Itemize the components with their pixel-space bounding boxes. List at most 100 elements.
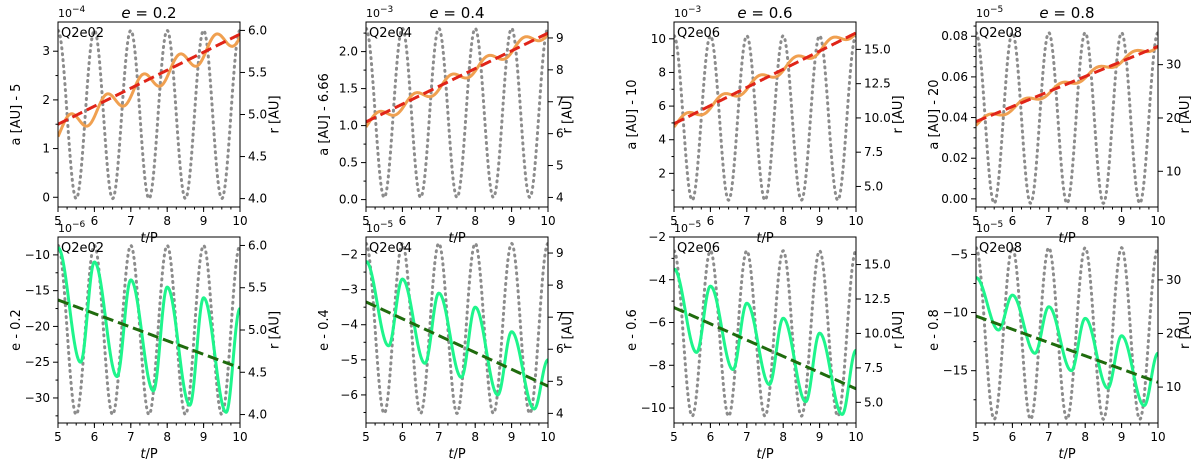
- y-tick-label: 0.06: [941, 70, 968, 84]
- x-axis-label: t/P: [140, 231, 157, 246]
- axis-multiplier: 10−4: [58, 5, 86, 20]
- x-tick-label: 10: [232, 430, 247, 444]
- axis-multiplier: 10−5: [976, 220, 1003, 235]
- x-tick-label: 6: [707, 430, 715, 444]
- x-tick-label: 7: [1045, 214, 1053, 228]
- x-label-rest: /P: [761, 447, 773, 462]
- y2-tick-label: 15.0: [864, 42, 891, 56]
- axis-multiplier: 10−3: [366, 5, 393, 20]
- x-tick-label: 10: [540, 214, 555, 228]
- series-e: [674, 267, 856, 416]
- title-value: 0.6: [769, 4, 793, 22]
- multiplier-base: 10: [976, 7, 990, 20]
- x-label-variable: t: [756, 447, 762, 462]
- series-r: [976, 245, 1158, 421]
- panel-title: e = 0.2: [121, 4, 176, 22]
- x-tick-label: 7: [1045, 430, 1053, 444]
- y-tick-label: 2.0: [339, 45, 358, 59]
- panel-title: e = 0.6: [737, 4, 792, 22]
- panel-title: e = 0.8: [1039, 4, 1094, 22]
- series-a: [976, 45, 1158, 127]
- multiplier-exponent: −3: [688, 5, 701, 15]
- x-tick-label: 6: [91, 430, 99, 444]
- series-a: [366, 32, 548, 128]
- y-tick-label: 8: [658, 65, 666, 79]
- y-tick-label: −25: [25, 355, 50, 369]
- title-value: 0.8: [1071, 4, 1095, 22]
- panel-label: Q2e08: [979, 241, 1022, 256]
- x-label-variable: t: [448, 231, 454, 246]
- y2-tick-label: 4.5: [248, 150, 267, 164]
- y-tick-label: −20: [25, 319, 50, 333]
- y2-tick-label: 9: [556, 31, 564, 45]
- y-tick-label: 6: [658, 99, 666, 113]
- y-tick-label: −2: [648, 230, 666, 244]
- title-variable: e: [1039, 4, 1048, 22]
- x-tick-label: 6: [91, 214, 99, 228]
- y2-tick-label: 7: [556, 95, 564, 109]
- axis-multiplier: 10−6: [58, 220, 86, 235]
- y2-axis-label: r [AU]: [891, 311, 906, 349]
- x-axis-label: t/P: [448, 231, 465, 246]
- x-label-variable: t: [140, 447, 146, 462]
- x-tick-label: 10: [1150, 214, 1165, 228]
- panel-e-q2e06: 5 6 7 8 9 10−10−8−6−4−25.07.510.012.515.010−5…: [625, 220, 906, 462]
- series-e-trend: [976, 314, 1158, 384]
- y-tick-label: −30: [25, 391, 50, 405]
- x-tick-label: 9: [1118, 430, 1126, 444]
- y-tick-label: 3: [42, 44, 50, 58]
- x-label-rest: /P: [453, 447, 465, 462]
- y2-tick-label: 8: [556, 278, 564, 292]
- y2-tick-label: 6: [556, 342, 564, 356]
- y-tick-label: 1.5: [339, 82, 358, 96]
- x-axis-label: t/P: [140, 447, 157, 462]
- series-e: [976, 276, 1158, 408]
- x-tick-label: 8: [163, 430, 171, 444]
- y2-tick-label: 6: [556, 127, 564, 141]
- x-tick-label: 8: [1081, 214, 1089, 228]
- x-tick-label: 9: [1118, 214, 1126, 228]
- y-tick-label: −5: [950, 247, 968, 261]
- y-tick-label: 0.0: [339, 193, 358, 207]
- panel-label: Q2e04: [369, 26, 412, 41]
- x-label-rest: /P: [453, 231, 465, 246]
- x-label-rest: /P: [1063, 231, 1075, 246]
- multiplier-base: 10: [674, 222, 688, 235]
- panel-a-q2e06: 5 6 7 8 9 102468105.07.510.012.515.010−3Q2e06…: [625, 4, 906, 246]
- title-variable: e: [121, 4, 130, 22]
- axis-multiplier: 10−5: [976, 5, 1003, 20]
- series-a-trend: [976, 45, 1158, 124]
- x-tick-label: 9: [200, 430, 208, 444]
- multiplier-base: 10: [58, 222, 72, 235]
- series-a-trend: [366, 31, 548, 124]
- series-e: [366, 260, 548, 411]
- y2-axis-label: r [AU]: [1178, 95, 1193, 133]
- panel-label: Q2e04: [369, 241, 412, 256]
- series-e-trend: [58, 298, 240, 370]
- x-tick-label: 6: [707, 214, 715, 228]
- title-value: 0.4: [461, 4, 485, 22]
- x-tick-label: 8: [471, 430, 479, 444]
- title-equals: =: [1049, 4, 1071, 22]
- x-tick-label: 7: [127, 430, 135, 444]
- x-tick-label: 5: [54, 214, 62, 228]
- x-label-variable: t: [1058, 231, 1064, 246]
- x-tick-label: 5: [670, 430, 678, 444]
- y-tick-label: −4: [648, 273, 666, 287]
- y-axis-label: e - 0.2: [9, 309, 24, 351]
- series-a-trend: [674, 31, 856, 126]
- y-tick-label: 0.02: [941, 151, 968, 165]
- x-tick-label: 10: [1150, 430, 1165, 444]
- title-value: 0.2: [153, 4, 177, 22]
- multiplier-base: 10: [366, 7, 380, 20]
- y-tick-label: −3: [340, 283, 358, 297]
- series-r: [366, 241, 548, 416]
- y2-tick-label: 5.5: [248, 65, 267, 79]
- x-tick-label: 6: [399, 430, 407, 444]
- x-tick-label: 5: [362, 430, 370, 444]
- y-tick-label: −6: [648, 316, 666, 330]
- panel-a-q2e08: 5 6 7 8 9 100.000.020.040.060.0810203010−5Q2e…: [927, 4, 1193, 246]
- x-tick-label: 8: [779, 430, 787, 444]
